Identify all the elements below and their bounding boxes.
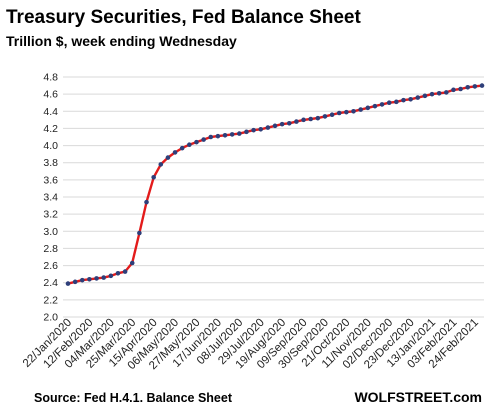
data-point — [286, 120, 292, 126]
data-point — [422, 93, 428, 99]
data-point — [72, 279, 78, 285]
gridlines — [63, 76, 484, 318]
data-point — [265, 125, 271, 130]
data-point — [87, 276, 92, 282]
data-point — [372, 103, 378, 109]
data-point — [279, 121, 285, 127]
data-point — [222, 132, 228, 138]
y-tick-label: 3.0 — [43, 226, 58, 238]
y-tick-label: 4.4 — [43, 106, 58, 118]
data-point — [129, 260, 135, 266]
y-tick-label: 3.2 — [43, 209, 58, 221]
y-tick-label: 2.0 — [43, 312, 58, 324]
data-point — [294, 119, 299, 124]
chart-subtitle: Trillion $, week ending Wednesday — [6, 33, 237, 49]
data-point — [358, 107, 363, 112]
source-note: Source: Fed H.4.1. Balance Sheet — [34, 391, 233, 405]
data-point — [187, 142, 192, 148]
data-point — [251, 127, 256, 133]
y-tick-label: 4.8 — [43, 72, 58, 84]
data-point — [272, 123, 278, 129]
y-tick-label: 2.4 — [43, 277, 58, 289]
y-tick-label: 4.2 — [43, 123, 58, 135]
data-point — [336, 110, 342, 116]
data-point — [115, 270, 121, 276]
data-point — [172, 150, 178, 155]
data-point — [429, 91, 435, 97]
data-point — [322, 114, 328, 119]
data-point — [208, 134, 214, 140]
data-point — [308, 116, 313, 122]
y-tick-label: 2.8 — [43, 243, 58, 255]
data-point — [215, 133, 221, 139]
data-point — [179, 145, 185, 151]
data-point — [479, 83, 485, 88]
data-point — [472, 84, 478, 89]
brand-label: WOLFSTREET.com — [354, 389, 482, 405]
chart-title: Treasury Securities, Fed Balance Sheet — [6, 7, 362, 28]
data-point — [394, 99, 399, 105]
y-tick-label: 3.6 — [43, 174, 58, 186]
data-point — [415, 95, 421, 100]
data-point — [301, 117, 306, 123]
data-point — [258, 126, 264, 132]
y-tick-label: 3.4 — [43, 192, 58, 204]
x-axis-ticks: 22/Jan/202012/Feb/202004/Mar/202025/Mar/… — [21, 317, 481, 373]
series-markers — [65, 83, 485, 286]
y-axis-ticks: 2.0 2.2 2.4 2.6 2.8 3.0 3.2 3.4 3.6 3.8 4.0 4.2 4.4 4… — [43, 72, 58, 324]
data-point — [101, 275, 106, 280]
y-tick-label: 4.6 — [43, 89, 58, 101]
data-point — [158, 162, 164, 167]
data-point — [137, 230, 142, 236]
data-point — [365, 105, 371, 111]
data-point — [165, 155, 171, 160]
y-tick-label: 4.0 — [43, 140, 58, 152]
data-point — [94, 276, 99, 281]
data-point — [229, 132, 235, 137]
data-point — [401, 97, 406, 103]
data-point — [379, 102, 385, 107]
data-point — [194, 139, 199, 145]
data-point — [201, 137, 206, 142]
data-point — [444, 90, 449, 95]
y-tick-label: 2.6 — [43, 260, 58, 272]
data-point — [351, 108, 356, 114]
data-point — [144, 199, 149, 205]
data-point — [458, 86, 463, 92]
data-point — [465, 84, 471, 90]
data-point — [436, 90, 442, 96]
y-tick-label: 3.8 — [43, 157, 58, 169]
data-point — [344, 109, 349, 115]
data-point — [65, 281, 71, 286]
data-point — [451, 87, 456, 93]
data-point — [79, 277, 85, 283]
data-point — [315, 115, 321, 121]
data-point — [108, 273, 114, 279]
data-point — [386, 100, 392, 106]
data-point — [237, 131, 242, 136]
data-point — [244, 129, 249, 135]
data-point — [408, 96, 413, 102]
y-tick-label: 2.2 — [43, 294, 58, 306]
data-point — [329, 112, 335, 118]
series-line — [67, 84, 483, 285]
data-point — [151, 174, 156, 180]
data-point — [122, 269, 128, 274]
